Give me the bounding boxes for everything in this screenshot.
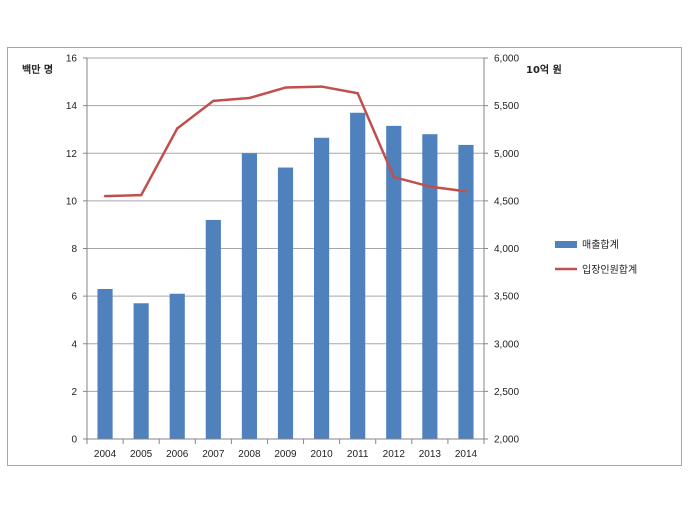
- right-axis-tick-label: 5,000: [494, 149, 519, 160]
- legend-label-line: 입장인원합계: [582, 263, 637, 276]
- bar: [169, 293, 185, 439]
- x-axis-tick-label: 2004: [94, 449, 117, 460]
- right-axis-tick-label: 3,500: [494, 292, 519, 303]
- line-point: [392, 175, 395, 179]
- bar: [133, 303, 149, 439]
- left-axis-tick-label: 4: [71, 339, 77, 350]
- x-axis-tick-label: 2006: [166, 449, 189, 460]
- line-point: [212, 99, 215, 103]
- line-point: [139, 193, 143, 197]
- left-axis-tick-label: 0: [71, 435, 77, 446]
- right-axis-tick-label: 5,500: [494, 101, 519, 112]
- line-point: [284, 86, 287, 89]
- bar: [97, 288, 113, 439]
- line-point: [428, 185, 432, 188]
- left-axis-tick-label: 14: [66, 101, 78, 112]
- legend: 매출합계 입장인원합계: [555, 239, 637, 276]
- left-axis-tick-label: 16: [66, 54, 78, 65]
- x-axis-tick-label: 2009: [274, 449, 297, 460]
- left-axis-tick-label: 8: [71, 244, 77, 255]
- axes: 0 2 4 6 8 10 12 14 16 2,000 2,500 3,000 3,500 4,000 4,…: [66, 54, 520, 461]
- bar: [241, 153, 257, 439]
- bar: [277, 167, 294, 439]
- left-axis-tick-label: 6: [71, 292, 77, 303]
- legend-bar-swatch: [555, 241, 577, 248]
- line-point: [176, 127, 179, 130]
- x-axis-tick-label: 2010: [310, 449, 333, 460]
- right-axis-tick-label: 2,500: [494, 387, 519, 398]
- bar: [314, 137, 330, 439]
- bar: [205, 219, 221, 439]
- left-axis-tick-label: 10: [66, 196, 78, 207]
- line-point: [464, 190, 468, 193]
- left-axis-unit-label: 백만 명: [22, 63, 53, 76]
- x-axis-tick-label: 2005: [130, 449, 153, 460]
- line-point: [356, 92, 359, 95]
- right-axis-tick-label: 4,000: [494, 244, 519, 255]
- bar: [458, 144, 474, 439]
- bar: [386, 125, 402, 439]
- right-axis-unit-label: 10억 원: [526, 63, 562, 76]
- left-axis-tick-label: 12: [66, 149, 78, 160]
- bar: [350, 112, 366, 440]
- left-axis-tick-label: 2: [71, 387, 77, 398]
- right-axis-tick-label: 2,000: [494, 435, 519, 446]
- legend-label-bar: 매출합계: [582, 239, 619, 251]
- bar-series: [97, 112, 474, 440]
- right-axis-tick-label: 3,000: [494, 339, 519, 350]
- bar: [422, 134, 438, 439]
- x-axis-tick-label: 2012: [383, 449, 406, 460]
- line-point: [248, 96, 251, 100]
- x-axis-tick-label: 2007: [202, 449, 225, 460]
- x-axis-tick-label: 2013: [419, 449, 442, 460]
- right-axis-tick-label: 4,500: [494, 196, 519, 207]
- line-series: [103, 85, 468, 198]
- line-point: [103, 194, 107, 198]
- chart-frame: [7, 47, 682, 466]
- x-axis-tick-label: 2008: [238, 449, 261, 460]
- right-axis-tick-label: 6,000: [494, 54, 519, 65]
- x-axis-tick-label: 2014: [455, 449, 478, 460]
- x-axis-tick-label: 2011: [347, 449, 369, 460]
- line-point: [320, 85, 323, 88]
